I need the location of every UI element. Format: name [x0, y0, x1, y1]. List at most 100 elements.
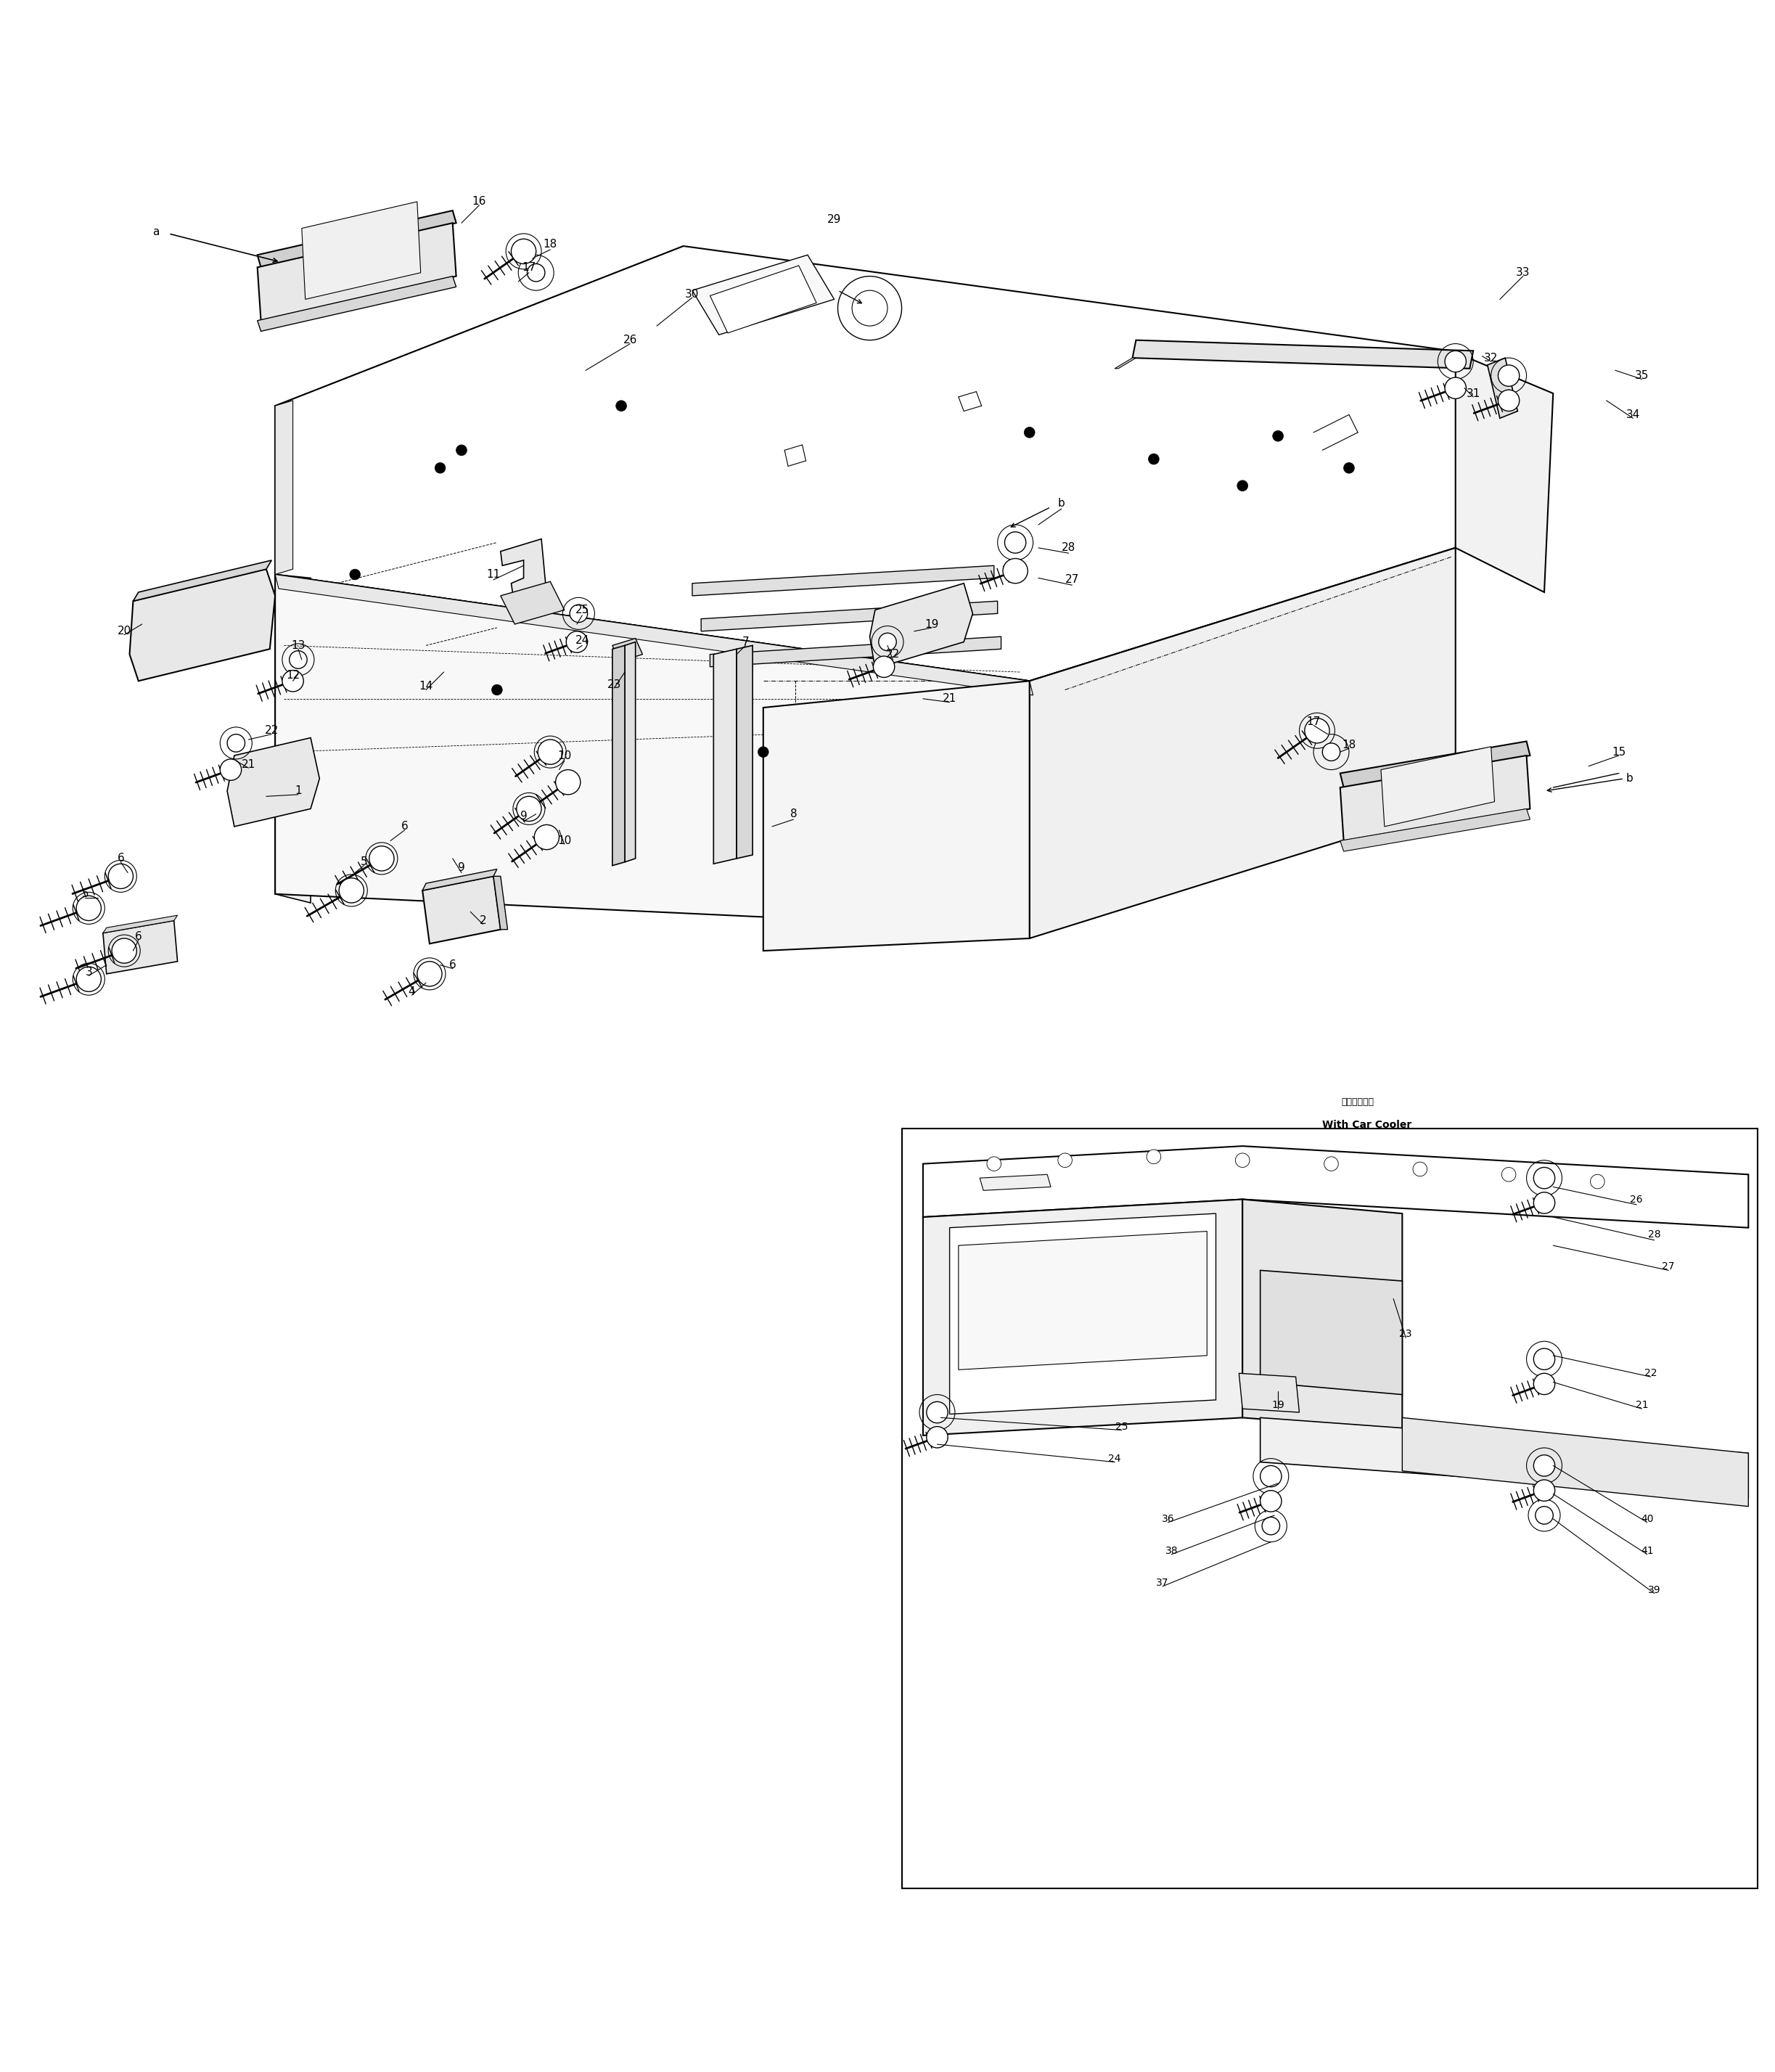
Circle shape: [515, 242, 532, 261]
Polygon shape: [710, 636, 1001, 667]
Text: 21: 21: [241, 758, 256, 771]
Circle shape: [570, 605, 588, 622]
Polygon shape: [923, 1146, 1748, 1229]
Text: 20: 20: [117, 626, 131, 636]
Circle shape: [1498, 390, 1519, 410]
Polygon shape: [1115, 358, 1136, 369]
Circle shape: [1262, 1517, 1280, 1535]
Polygon shape: [923, 1200, 1242, 1436]
Circle shape: [1445, 350, 1466, 373]
Circle shape: [1534, 1349, 1555, 1370]
Text: 22: 22: [886, 649, 900, 659]
Circle shape: [1534, 1374, 1555, 1394]
Circle shape: [1413, 1162, 1427, 1177]
Text: 35: 35: [1635, 371, 1649, 381]
Text: 25: 25: [1115, 1421, 1129, 1432]
Polygon shape: [1239, 1374, 1299, 1413]
Polygon shape: [227, 738, 319, 827]
Polygon shape: [1402, 1417, 1748, 1506]
Circle shape: [339, 879, 364, 903]
Circle shape: [852, 290, 888, 325]
Circle shape: [987, 1156, 1001, 1171]
Circle shape: [758, 746, 769, 756]
Circle shape: [556, 769, 580, 794]
Polygon shape: [1029, 547, 1455, 939]
Circle shape: [435, 462, 446, 472]
Text: 22: 22: [1644, 1368, 1658, 1378]
Text: 6: 6: [117, 854, 124, 864]
Circle shape: [838, 276, 902, 340]
Text: 24: 24: [575, 634, 589, 646]
Circle shape: [282, 671, 304, 692]
Polygon shape: [710, 265, 816, 334]
Polygon shape: [257, 224, 456, 321]
Text: 30: 30: [685, 288, 699, 300]
Circle shape: [534, 825, 559, 850]
Text: 10: 10: [557, 750, 572, 760]
Circle shape: [112, 939, 137, 963]
Polygon shape: [130, 570, 275, 682]
Text: 17: 17: [522, 261, 536, 274]
Text: 9: 9: [458, 862, 465, 872]
Polygon shape: [763, 682, 1029, 951]
Circle shape: [350, 570, 360, 580]
Circle shape: [1305, 719, 1329, 744]
Polygon shape: [133, 559, 272, 601]
Text: b: b: [1626, 773, 1633, 783]
Circle shape: [417, 961, 442, 986]
Circle shape: [456, 445, 467, 456]
Polygon shape: [714, 649, 737, 864]
Polygon shape: [501, 539, 547, 609]
Polygon shape: [692, 566, 994, 597]
Text: 39: 39: [1647, 1585, 1661, 1595]
Circle shape: [527, 263, 545, 282]
Circle shape: [1534, 1455, 1555, 1475]
Text: 18: 18: [1342, 740, 1356, 750]
Polygon shape: [980, 1175, 1051, 1191]
Polygon shape: [1260, 1270, 1402, 1394]
Text: 17: 17: [1306, 717, 1321, 727]
Text: 6: 6: [401, 821, 408, 833]
Text: 28: 28: [1061, 543, 1076, 553]
Polygon shape: [1455, 352, 1553, 593]
Text: 27: 27: [1661, 1262, 1676, 1272]
Text: 7: 7: [742, 636, 749, 646]
Polygon shape: [1260, 1417, 1748, 1498]
Circle shape: [76, 895, 101, 920]
Text: 3: 3: [85, 968, 92, 978]
Bar: [902, 1129, 1757, 1888]
Circle shape: [927, 1401, 948, 1423]
Text: 8: 8: [790, 808, 797, 821]
Circle shape: [492, 684, 502, 696]
Text: 37: 37: [1156, 1577, 1170, 1587]
Circle shape: [115, 943, 133, 959]
Polygon shape: [302, 201, 421, 298]
Text: 15: 15: [1612, 746, 1626, 758]
Circle shape: [1024, 427, 1035, 437]
Text: a: a: [153, 226, 160, 238]
Polygon shape: [1340, 808, 1530, 852]
Circle shape: [1534, 1191, 1555, 1214]
Text: 6: 6: [449, 959, 456, 970]
Circle shape: [1322, 744, 1340, 760]
Circle shape: [1003, 559, 1028, 584]
Circle shape: [1344, 462, 1354, 472]
Text: 29: 29: [827, 213, 841, 226]
Circle shape: [108, 864, 133, 889]
Text: 5: 5: [360, 856, 367, 868]
Text: 33: 33: [1516, 267, 1530, 278]
Text: 14: 14: [419, 682, 433, 692]
Polygon shape: [625, 642, 635, 862]
Polygon shape: [870, 584, 973, 669]
Text: 12: 12: [286, 669, 300, 682]
Circle shape: [373, 850, 390, 868]
Text: 27: 27: [1065, 574, 1079, 584]
Text: カークーラ付: カークーラ付: [1342, 1096, 1374, 1106]
Text: 25: 25: [575, 605, 589, 615]
Polygon shape: [737, 646, 753, 858]
Polygon shape: [103, 916, 177, 932]
Text: 21: 21: [943, 694, 957, 704]
Circle shape: [112, 868, 130, 885]
Circle shape: [421, 966, 438, 982]
Circle shape: [289, 651, 307, 669]
